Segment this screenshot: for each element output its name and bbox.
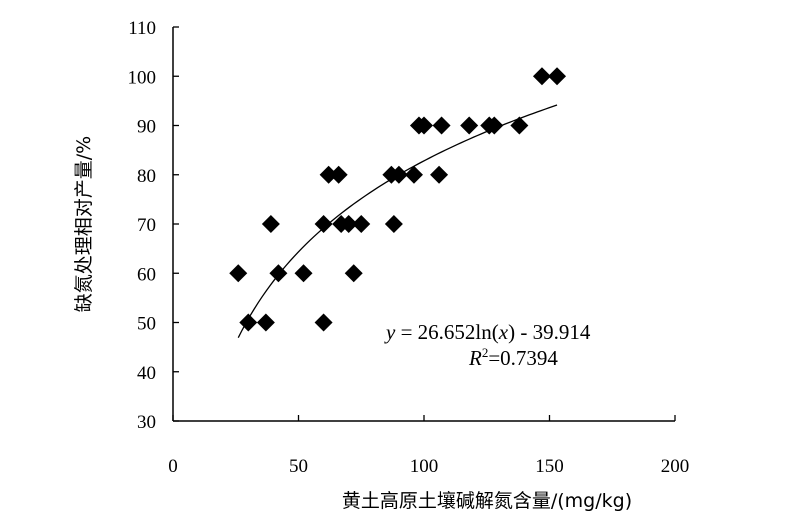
- data-point-diamond: [314, 313, 333, 332]
- data-point-diamond: [460, 116, 479, 135]
- data-point-diamond: [344, 264, 363, 283]
- data-point-diamond: [329, 165, 348, 184]
- x-tick-label: 0: [168, 456, 178, 477]
- data-point-diamond: [389, 165, 408, 184]
- data-point-diamond: [548, 67, 567, 86]
- data-point-diamond: [339, 215, 358, 233]
- data-point-diamond: [239, 313, 258, 332]
- data-point-diamond: [294, 264, 313, 283]
- x-tick-label: 50: [289, 456, 308, 477]
- y-tick-labels: 30 40 50 60 70 80 90 100 110: [128, 18, 157, 433]
- data-point-diamond: [261, 215, 280, 233]
- data-point-diamond: [510, 116, 529, 135]
- data-point-diamond: [485, 116, 504, 135]
- data-point-diamond: [404, 165, 423, 184]
- y-axis-title: 缺氮处理相对产量/%: [73, 136, 95, 312]
- r-squared: R2=0.7394: [468, 345, 558, 370]
- y-tick-label: 110: [128, 18, 156, 39]
- y-tick-label: 80: [137, 166, 156, 187]
- y-tick-label: 40: [137, 363, 156, 384]
- data-point-diamond: [319, 165, 338, 184]
- y-tick-label: 100: [128, 67, 157, 88]
- data-point-diamond: [430, 165, 449, 184]
- y-tick-label: 60: [137, 264, 156, 285]
- y-tick-label: 90: [137, 117, 156, 138]
- x-tick-label: 150: [535, 456, 564, 477]
- x-tick-label: 100: [410, 456, 439, 477]
- x-tick-label: 200: [661, 456, 690, 477]
- data-point-diamond: [269, 264, 288, 283]
- data-point-diamond: [532, 67, 551, 86]
- data-point-diamond: [229, 264, 248, 283]
- data-point-diamond: [384, 215, 403, 233]
- data-points: [229, 67, 567, 332]
- y-tick-label: 30: [137, 412, 156, 433]
- data-point-diamond: [432, 116, 451, 135]
- y-tick-label: 50: [137, 314, 156, 335]
- data-point-diamond: [256, 313, 275, 332]
- x-tick-labels: 0 50 100 150 200: [168, 456, 689, 477]
- y-tick-label: 70: [137, 215, 156, 236]
- data-point-diamond: [314, 215, 333, 233]
- x-axis-title: 黄土高原土壤碱解氮含量/(mg/kg): [342, 490, 632, 512]
- data-point-diamond: [352, 215, 371, 233]
- data-point-diamond: [415, 116, 433, 135]
- axes: [172, 26, 676, 422]
- regression-equation: y = 26.652ln(x) - 39.914: [384, 320, 591, 344]
